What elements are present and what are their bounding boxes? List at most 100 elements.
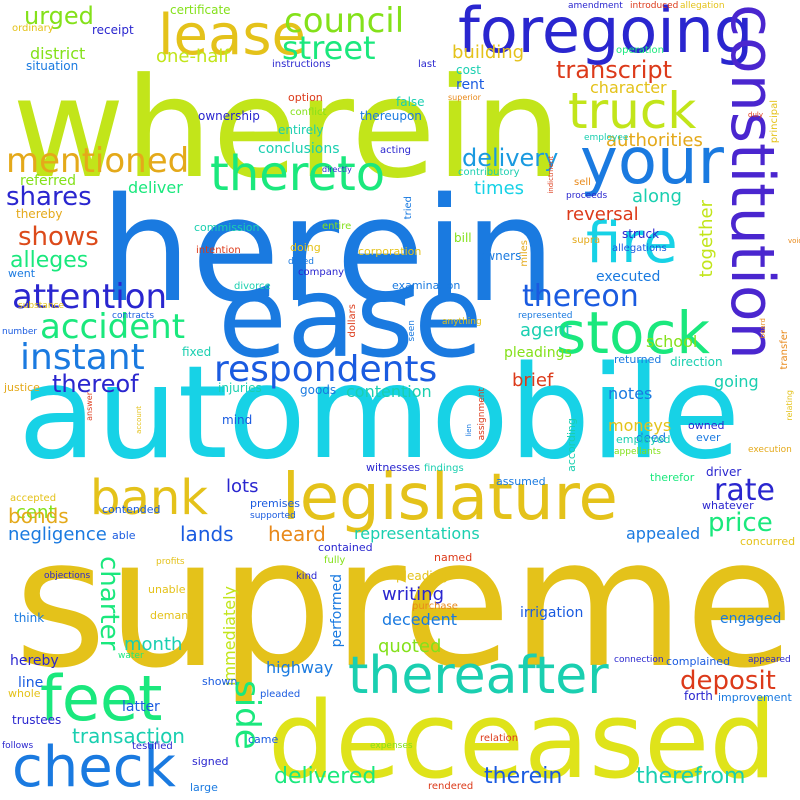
word-able: able xyxy=(112,529,136,542)
word-answer: answer xyxy=(85,392,94,421)
word-superior: superior xyxy=(448,93,481,102)
word-divorce: divorce xyxy=(234,281,271,292)
word-thereupon: thereupon xyxy=(360,109,422,123)
word-miles: miles xyxy=(519,240,530,267)
word-acting: acting xyxy=(380,145,412,156)
word-character: character xyxy=(590,78,667,97)
word-objections: objections xyxy=(44,571,91,581)
word-principal: principal xyxy=(769,100,780,144)
word-pleadings: pleadings xyxy=(504,345,572,361)
word-purchase: purchase xyxy=(412,601,458,612)
word-shows: shows xyxy=(18,222,99,252)
word-stock: stock xyxy=(556,299,710,367)
word-employee: employee xyxy=(584,133,629,143)
word-thereon: thereon xyxy=(522,279,639,314)
word-forth: forth xyxy=(684,689,713,703)
word-contained: contained xyxy=(318,541,373,554)
word-latter: latter xyxy=(122,699,160,715)
word-owners: owners xyxy=(478,249,522,263)
word-follows: follows xyxy=(2,741,34,751)
word-negligence: negligence xyxy=(8,524,107,545)
word-cost: cost xyxy=(456,63,481,77)
word-legislature: legislature xyxy=(282,461,618,535)
word-false: false xyxy=(396,95,425,109)
word-lease: lease xyxy=(158,3,306,68)
word-contended: contended xyxy=(102,503,161,516)
word-attention: attention xyxy=(12,277,168,317)
word-conclusions: conclusions xyxy=(258,141,340,157)
word-foregoing: foregoing xyxy=(458,0,754,67)
word-last: last xyxy=(418,59,437,70)
word-connection: connection xyxy=(614,655,664,665)
word-struck: struck xyxy=(622,227,660,241)
word-brief: brief xyxy=(512,370,554,391)
word-side: side xyxy=(227,680,267,750)
word-going: going xyxy=(714,372,759,391)
word-profits: profits xyxy=(156,557,185,567)
word-driver: driver xyxy=(706,465,742,479)
word-price: price xyxy=(708,508,773,538)
word-lands: lands xyxy=(180,522,234,546)
word-constitution: constitution xyxy=(717,4,787,360)
word-assignment: assignment xyxy=(477,388,487,441)
word-whole: whole xyxy=(8,687,41,700)
word-check: check xyxy=(12,735,176,800)
word-thereto: thereto xyxy=(210,146,386,202)
word-intention: intention xyxy=(196,245,241,256)
word-month: month xyxy=(124,634,183,655)
word-hereby: hereby xyxy=(10,653,59,669)
word-respondents: respondents xyxy=(214,349,438,390)
word-owned: owned xyxy=(688,419,725,432)
word-ordinary: ordinary xyxy=(12,23,54,34)
word-commission: commission xyxy=(194,221,260,234)
word-water: water xyxy=(118,651,144,661)
word-fully: fully xyxy=(324,555,346,566)
word-instant: instant xyxy=(20,337,145,378)
word-accepted: accepted xyxy=(10,493,57,504)
word-ease: ease xyxy=(218,253,483,383)
word-line: line xyxy=(18,675,44,691)
word-trustees: trustees xyxy=(12,713,62,727)
word-ownership: ownership xyxy=(198,109,260,123)
word-rate: rate xyxy=(714,473,775,508)
word-unable: unable xyxy=(148,583,186,596)
word-bill: bill xyxy=(454,231,472,245)
word-rendered: rendered xyxy=(428,781,474,792)
word-automobile: automobile xyxy=(18,339,741,488)
word-engaged: engaged xyxy=(720,611,782,627)
word-goods: goods xyxy=(300,383,337,397)
word-thereafter: thereafter xyxy=(348,646,609,706)
word-allegations: allegations xyxy=(612,243,667,254)
word-amendment: amendment xyxy=(568,1,623,11)
word-district: district xyxy=(30,44,86,63)
word-complained: complained xyxy=(666,655,731,668)
word-lien: lien xyxy=(465,424,473,437)
word-ever: ever xyxy=(696,431,721,444)
word-indictment: indictment xyxy=(547,156,555,194)
word-supreme: supreme xyxy=(14,500,795,707)
word-referred: referred xyxy=(20,173,77,189)
word-kind: kind xyxy=(296,571,318,582)
word-cent: cent xyxy=(16,502,56,523)
word-pleaded: pleaded xyxy=(260,689,301,700)
word-employed: employed xyxy=(616,433,671,446)
word-contributory: contributory xyxy=(458,167,520,178)
word-deposit: deposit xyxy=(680,666,776,696)
word-bonds: bonds xyxy=(8,504,69,528)
word-therefrom: therefrom xyxy=(636,764,746,789)
word-highway: highway xyxy=(266,658,334,677)
word-urged: urged xyxy=(24,2,94,30)
word-improvement: improvement xyxy=(718,691,792,704)
word-supra: supra xyxy=(572,235,601,246)
word-truck: truck xyxy=(568,82,697,140)
word-testified: testified xyxy=(132,741,173,752)
word-together: together xyxy=(696,200,717,278)
word-transfer: transfer xyxy=(779,330,790,370)
word-quoted: quoted xyxy=(378,636,442,657)
word-transcript: transcript xyxy=(556,56,673,84)
word-deed: deed xyxy=(636,431,666,445)
word-injuries: injuries xyxy=(218,381,262,395)
word-mind: mind xyxy=(222,413,253,427)
word-fixed: fixed xyxy=(182,345,212,359)
word-shown: shown xyxy=(202,675,238,688)
